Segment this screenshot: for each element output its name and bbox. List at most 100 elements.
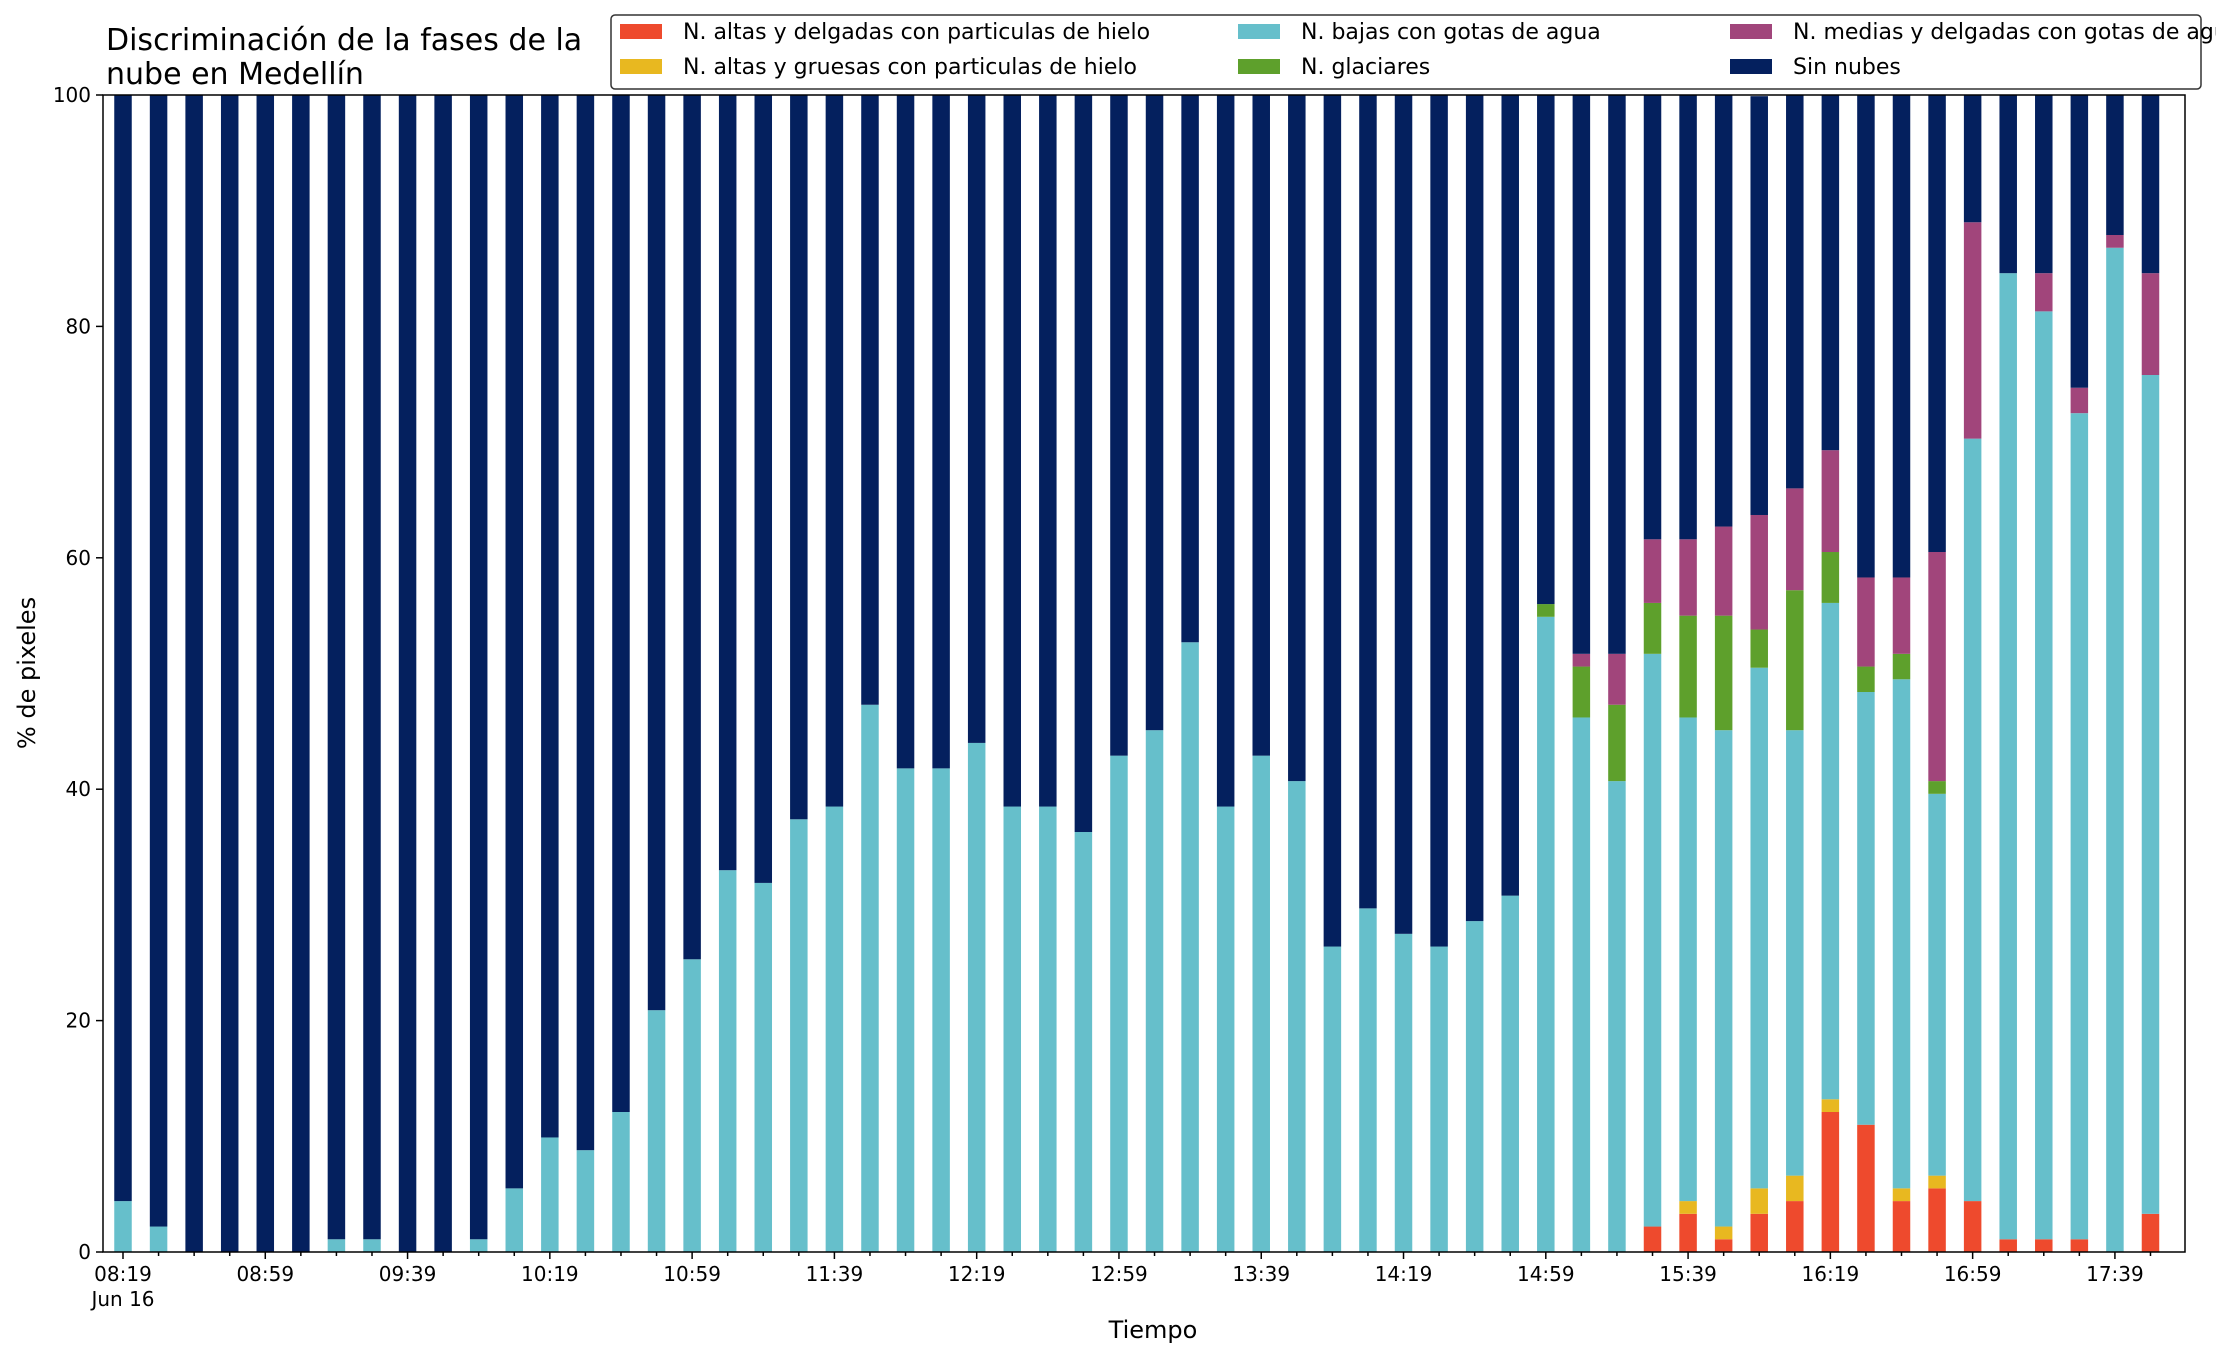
bar-segment-s3-47 [1786, 590, 1804, 731]
x-axis: 08:19 08:59 09:39 10:19 10:59 11:39 12:19 12:59… [89, 1252, 2152, 1311]
bar-segment-s2-52 [1963, 438, 1982, 1202]
x-tick-label: 16:19 [1802, 1262, 1860, 1286]
bar-segment-s3-45 [1714, 615, 1733, 731]
bar-segment-s5-53 [1999, 95, 2017, 274]
x-tick-label: 11:39 [806, 1262, 864, 1286]
bar-segment-s5-39 [1501, 95, 1519, 896]
bar-segment-s1-48 [1821, 1099, 1840, 1113]
bar-segment-s2-38 [1465, 921, 1484, 1252]
bar-segment-s5-23 [932, 95, 950, 769]
bar-segment-s2-42 [1608, 781, 1626, 1252]
bar-segment-s5-31 [1216, 95, 1235, 807]
x-tick-label: 14:59 [1517, 1262, 1575, 1286]
bar-segment-s2-17 [718, 870, 737, 1252]
bar-segment-s2-54 [2035, 311, 2053, 1240]
bar-segment-s1-44 [1679, 1201, 1697, 1214]
bar-segment-s5-41 [1572, 95, 1591, 654]
bar-segment-s5-29 [1145, 95, 1164, 731]
bar-segment-s2-27 [1074, 832, 1093, 1252]
bar-segment-s2-1 [149, 1226, 168, 1252]
bar-segment-s2-15 [647, 1010, 666, 1252]
bar-segment-s4-56 [2106, 235, 2124, 248]
bar-segment-s2-35 [1359, 908, 1377, 1252]
bar-segment-s2-22 [896, 768, 915, 1252]
bar-segment-s2-39 [1501, 895, 1519, 1252]
bar-segment-s2-49 [1857, 692, 1875, 1125]
bar-segment-s4-51 [1928, 552, 1946, 782]
bar-segment-s4-52 [1963, 222, 1982, 439]
bar-segment-s2-11 [505, 1188, 524, 1252]
bar-segment-s5-27 [1074, 95, 1093, 833]
bar-segment-s2-57 [2141, 374, 2160, 1214]
bar-segment-s0-53 [1999, 1239, 2017, 1252]
bar-segment-s5-48 [1821, 95, 1840, 451]
y-axis: 0 20 40 60 80 100 [53, 83, 103, 1264]
bar-segment-s0-47 [1786, 1201, 1804, 1252]
x-tick-label: 17:39 [2086, 1262, 2144, 1286]
x-tick-label: 10:19 [521, 1262, 579, 1286]
bar-segment-s4-48 [1821, 450, 1840, 553]
bar-segment-s5-28 [1110, 95, 1128, 756]
bar-segment-s5-3 [220, 95, 239, 1252]
y-tick-label: 100 [53, 83, 91, 107]
x-tick-label: 15:39 [1659, 1262, 1717, 1286]
bar-segment-s5-56 [2106, 95, 2124, 235]
bar-segment-s0-54 [2035, 1239, 2053, 1252]
bar-segment-s5-57 [2141, 95, 2160, 274]
bar-segment-s5-42 [1608, 95, 1626, 654]
bar-segment-s5-19 [790, 95, 808, 820]
bar-segment-s2-44 [1679, 717, 1697, 1202]
bar-segment-s4-41 [1572, 653, 1591, 667]
bar-segment-s0-51 [1928, 1188, 1946, 1252]
bar-segment-s2-19 [790, 819, 808, 1252]
bar-segment-s4-46 [1750, 514, 1768, 630]
bar-segment-s5-7 [363, 95, 381, 1240]
bar-segment-s5-46 [1750, 96, 1768, 515]
bar-segment-s0-50 [1892, 1201, 1911, 1252]
bar-segment-s5-36 [1394, 95, 1413, 934]
bar-segment-s0-46 [1750, 1213, 1768, 1252]
bar-segment-s2-45 [1714, 730, 1733, 1227]
plot-frame [102, 94, 2186, 1253]
bar-segment-s5-5 [292, 95, 310, 1252]
bar-segment-s3-42 [1608, 704, 1626, 782]
bar-segment-s5-15 [647, 95, 666, 1011]
x-tick-label: 16:59 [1944, 1262, 2002, 1286]
bar-segment-s5-47 [1786, 95, 1804, 489]
x-date-label: Jun 16 [89, 1287, 154, 1311]
x-tick-label: 08:59 [236, 1262, 294, 1286]
bar-segment-s3-41 [1572, 666, 1591, 718]
x-tick-label: 12:19 [948, 1262, 1006, 1286]
bar-segment-s2-18 [754, 882, 773, 1252]
bar-segment-s5-52 [1963, 95, 1982, 223]
bar-segment-s5-34 [1323, 95, 1342, 947]
bar-segment-s5-45 [1714, 95, 1733, 527]
bar-segment-s1-46 [1750, 1188, 1768, 1214]
bar-segment-s2-51 [1928, 793, 1946, 1176]
chart-title: Discriminación de la fases de la nube en… [106, 23, 592, 92]
bar-segment-s5-38 [1465, 95, 1484, 922]
bar-segment-s4-57 [2141, 273, 2160, 375]
bar-segment-s0-45 [1714, 1239, 1733, 1252]
bar-segment-s2-41 [1572, 717, 1591, 1252]
bar-segment-s2-36 [1394, 933, 1413, 1252]
bar-segment-s4-42 [1608, 653, 1626, 705]
legend-label-4: N. medias y delgadas con gotas de agua [1793, 20, 2216, 45]
bar-segment-s5-49 [1857, 95, 1875, 578]
bar-segment-s4-45 [1714, 526, 1733, 616]
bar-segment-s2-31 [1216, 806, 1235, 1252]
bar-segment-s0-52 [1963, 1201, 1982, 1252]
bar-segment-s5-33 [1288, 95, 1306, 782]
bar-segment-s2-56 [2106, 247, 2124, 1253]
bar-segment-s4-50 [1892, 577, 1911, 654]
x-tick-label: 09:39 [379, 1262, 437, 1286]
bar-segment-s5-55 [2070, 95, 2089, 388]
bar-segment-s2-12 [541, 1137, 559, 1252]
legend-label-5: Sin nubes [1793, 55, 1901, 80]
bar-segment-s1-45 [1714, 1226, 1733, 1240]
bar-segment-s2-34 [1323, 946, 1342, 1252]
legend-swatch-5 [1730, 59, 1772, 74]
bar-segment-s3-48 [1821, 552, 1840, 603]
bar-segment-s0-44 [1679, 1213, 1697, 1252]
bar-segment-s1-51 [1928, 1175, 1946, 1189]
